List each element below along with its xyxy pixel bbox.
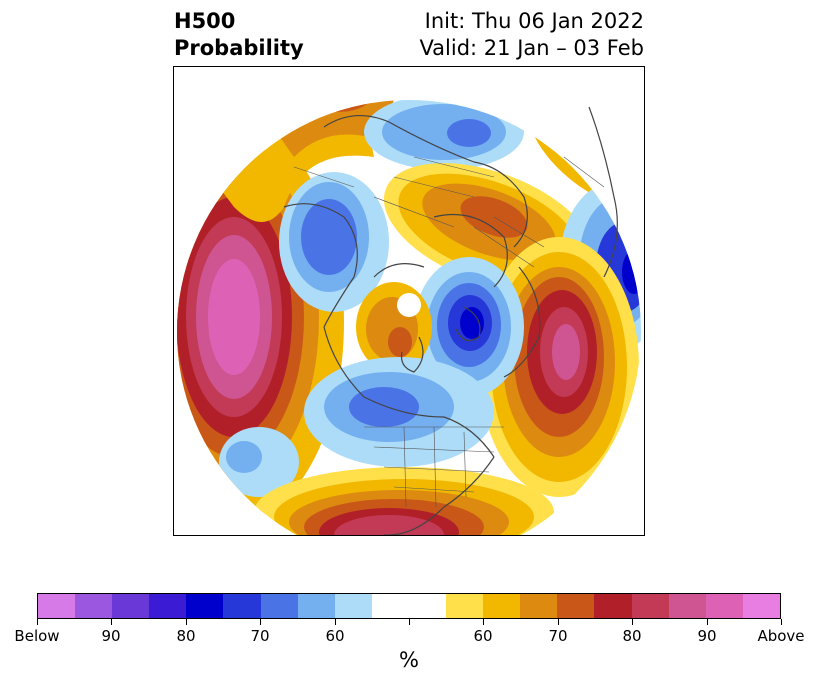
colorbar-tick-label: 70 [548,627,568,645]
colorbar-tick-label: 90 [101,627,121,645]
probability-shading [177,100,641,535]
colorbar-segment [668,594,706,618]
colorbar-tick-label: 90 [697,627,717,645]
polar-map-svg [177,100,641,535]
colorbar-tick-label: Above [757,627,805,645]
colorbar-tick [558,619,559,625]
colorbar-tick-label: 60 [473,627,493,645]
colorbar-tick [111,619,112,625]
colorbar-segment [446,594,484,618]
colorbar-segment [112,594,150,618]
colorbar-segment [483,594,521,618]
colorbar-segment [371,594,409,618]
coastlines [283,106,618,535]
colorbar-tick [335,619,336,625]
colorbar-tick [632,619,633,625]
colorbar [37,593,781,619]
colorbar-segment [223,594,261,618]
colorbar-tick-label: 70 [250,627,270,645]
colorbar-tick-label: 60 [325,627,345,645]
colorbar-tick-label: 80 [622,627,642,645]
colorbar-segment [75,594,113,618]
colorbar-tick [260,619,261,625]
colorbar-tick [707,619,708,625]
colorbar-segment [705,594,743,618]
colorbar-unit-label: % [399,648,419,672]
colorbar-segment [631,594,669,618]
colorbar-tick [37,619,38,625]
colorbar-segment [186,594,224,618]
colorbar-tick-label: Below [14,627,60,645]
colorbar-segment [520,594,558,618]
colorbar-segment [38,594,76,618]
colorbar-segment [557,594,595,618]
country-borders [293,156,605,508]
colorbar-tick-label: 80 [176,627,196,645]
colorbar-tick [781,619,782,625]
title-variable: H500 [174,9,236,33]
title-field: Probability [174,36,304,60]
colorbar-segment [594,594,632,618]
colorbar-segment [334,594,372,618]
colorbar-segment [408,594,447,618]
map-title: H500 Probability [174,8,304,62]
colorbar-segment [260,594,298,618]
map-dates: Init: Thu 06 Jan 2022 Valid: 21 Jan – 03… [419,8,644,62]
colorbar-tick [186,619,187,625]
colorbar-tick [483,619,484,625]
valid-range: Valid: 21 Jan – 03 Feb [419,36,644,60]
probability-map [173,66,645,536]
colorbar-segment [149,594,187,618]
init-date: Init: Thu 06 Jan 2022 [424,9,644,33]
colorbar-segment [742,594,780,618]
colorbar-segment [297,594,335,618]
colorbar-tick [409,619,410,625]
